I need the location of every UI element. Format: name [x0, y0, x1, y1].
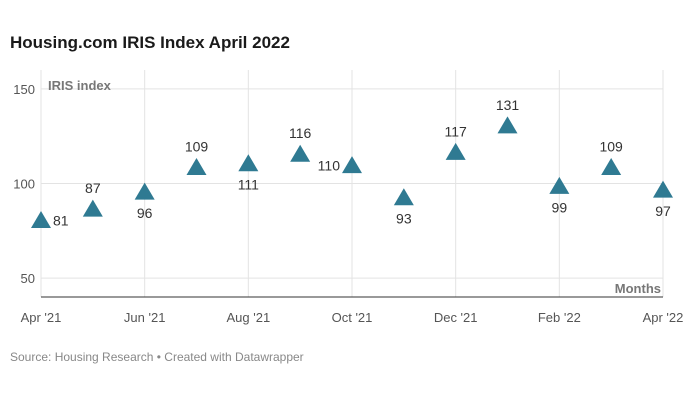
y-tick-label: 50	[21, 271, 35, 286]
data-point-marker	[393, 188, 414, 206]
x-tick-label: Feb '22	[538, 310, 581, 325]
y-tick-label: 100	[13, 177, 35, 192]
data-label: 96	[137, 205, 153, 221]
data-point-marker	[445, 142, 466, 160]
data-point-marker	[653, 180, 673, 198]
data-point-marker	[549, 176, 570, 194]
data-point-marker	[238, 154, 259, 172]
data-point-marker	[82, 199, 103, 217]
chart-title: Housing.com IRIS Index April 2022	[10, 33, 290, 52]
data-point-marker	[290, 144, 311, 162]
x-tick-label: Apr '21	[21, 310, 62, 325]
iris-index-chart: 50 100 150 Apr '21 Jun '21 Aug '21 Oct '21 Dec …	[13, 70, 684, 325]
x-tick-label: Jun '21	[124, 310, 166, 325]
data-label: 110	[318, 158, 341, 174]
data-point-marker	[342, 156, 362, 174]
x-tick-label: Apr '22	[643, 310, 684, 325]
data-point-marker	[134, 182, 155, 200]
y-tick-label: 150	[13, 82, 35, 97]
data-label: 111	[238, 177, 259, 193]
data-point-marker	[186, 157, 207, 175]
data-label: 109	[185, 138, 209, 154]
data-label: 116	[289, 125, 312, 141]
source-note: Source: Housing Research • Created with …	[10, 350, 304, 364]
x-tick-label: Dec '21	[434, 310, 478, 325]
y-axis-label: IRIS index	[48, 78, 112, 93]
x-tick-label: Aug '21	[226, 310, 270, 325]
data-point-marker	[31, 210, 51, 228]
data-label: 87	[85, 180, 101, 196]
x-tick-label: Oct '21	[332, 310, 373, 325]
data-label: 81	[53, 212, 69, 228]
data-label: 117	[445, 123, 468, 139]
data-label: 97	[655, 203, 671, 219]
data-point-marker	[497, 116, 518, 134]
data-label: 93	[396, 211, 412, 227]
data-label: 99	[552, 199, 568, 215]
data-label: 109	[599, 138, 623, 154]
x-axis-label: Months	[615, 281, 661, 296]
data-point-marker	[601, 157, 622, 175]
data-label: 131	[496, 97, 520, 113]
